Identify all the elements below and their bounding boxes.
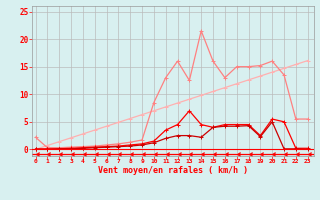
X-axis label: Vent moyen/en rafales ( km/h ): Vent moyen/en rafales ( km/h )	[98, 166, 248, 175]
